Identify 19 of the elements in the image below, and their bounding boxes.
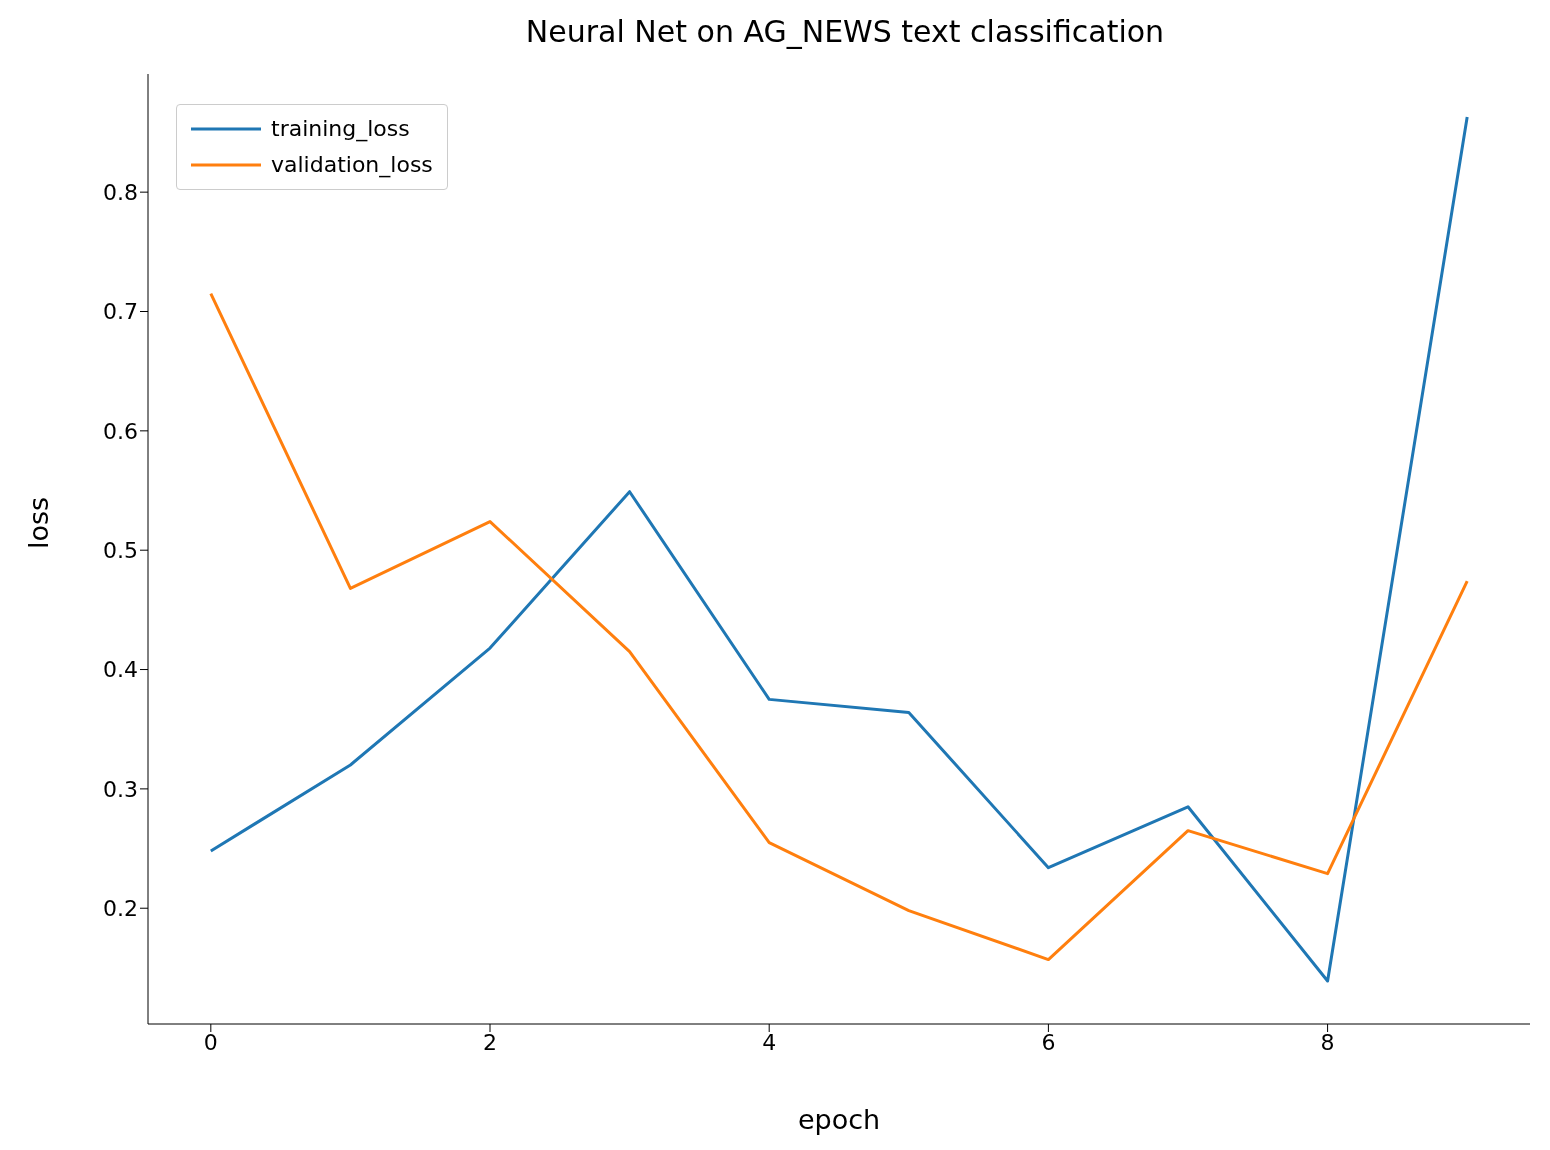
- y-tick-label: 0.2: [103, 896, 138, 922]
- x-tick-label: 2: [483, 1029, 498, 1055]
- x-tick-label: 4: [762, 1029, 777, 1055]
- legend-label: validation_loss: [271, 151, 433, 180]
- line-series: [209, 115, 1469, 983]
- y-tick-label: 0.8: [103, 179, 138, 205]
- x-tick-label: 6: [1041, 1029, 1056, 1055]
- y-tick-label: 0.4: [103, 657, 138, 683]
- x-tick-label: 0: [203, 1029, 218, 1055]
- y-tick-label: 0.7: [103, 299, 138, 325]
- chart-title: Neural Net on AG_NEWS text classification: [524, 14, 1166, 51]
- y-tick-label: 0.5: [103, 538, 138, 563]
- x-tick-label: 8: [1320, 1029, 1335, 1055]
- x-axis-title: epoch: [797, 1104, 881, 1135]
- y-tick-label: 0.3: [103, 776, 138, 802]
- y-axis-title: loss: [22, 496, 54, 549]
- y-tick-label: 0.6: [103, 418, 138, 444]
- line-series: [209, 292, 1469, 962]
- legend-label: training_loss: [271, 115, 410, 144]
